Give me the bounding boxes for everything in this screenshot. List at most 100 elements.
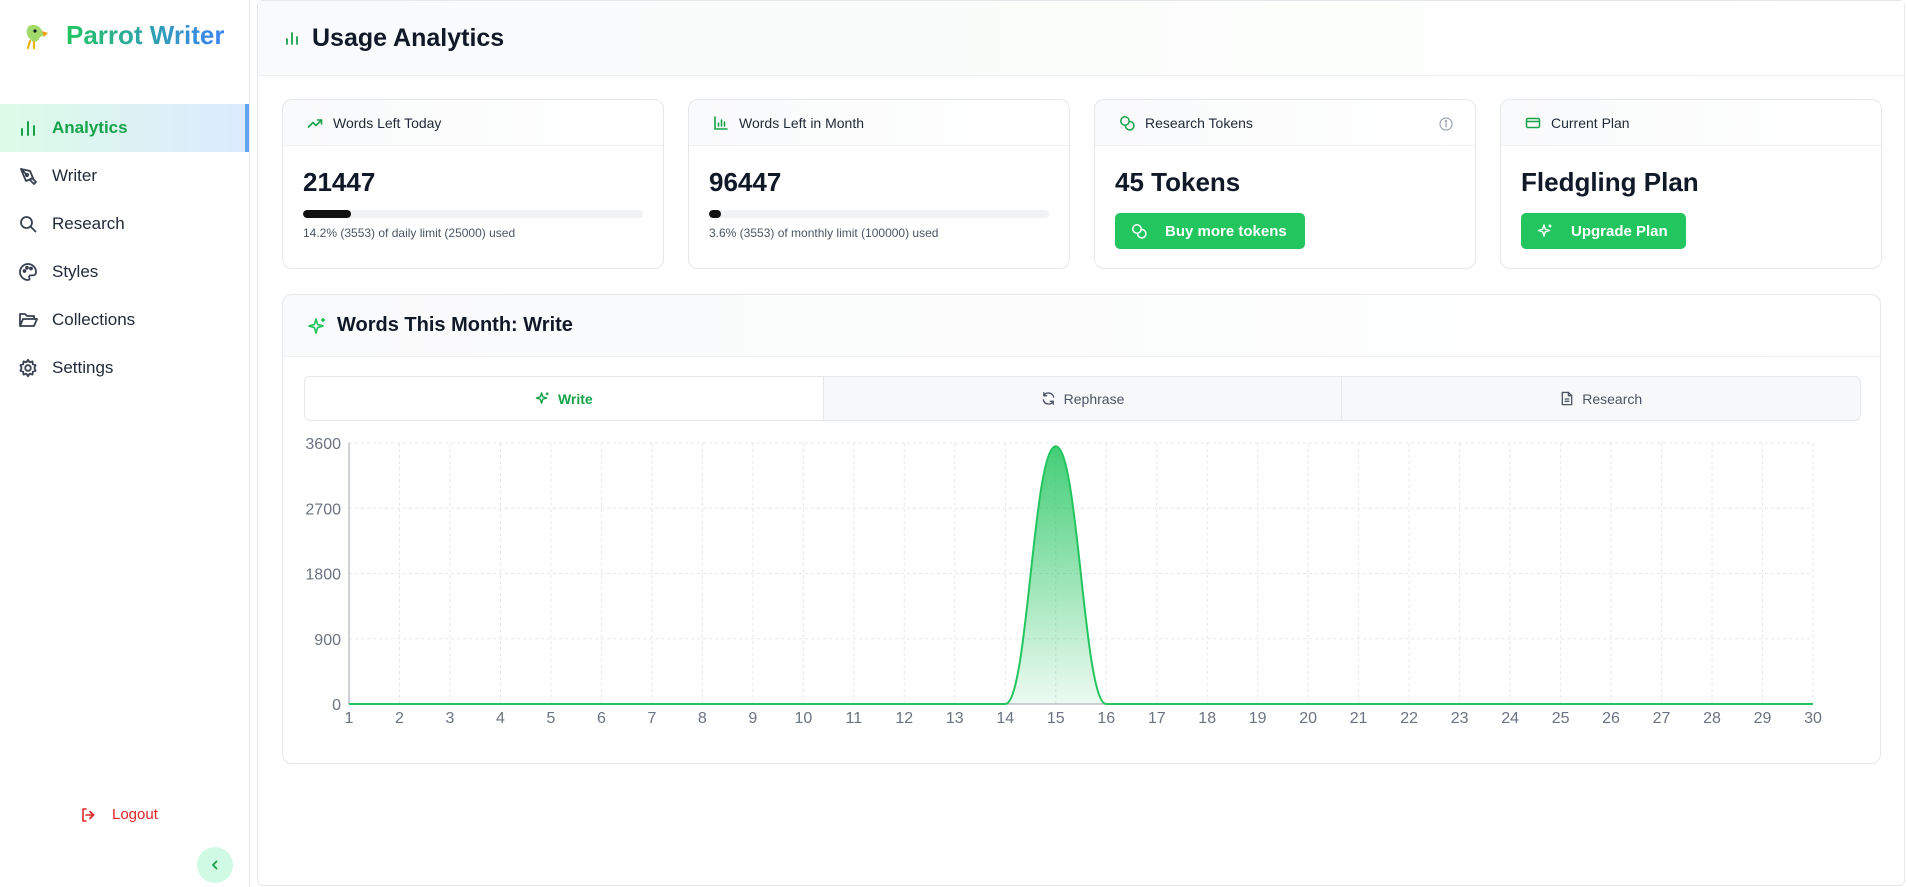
- sidebar-item-label: Writer: [52, 166, 98, 185]
- logout-icon: [82, 807, 95, 822]
- refresh-icon: [1042, 392, 1055, 405]
- sidebar-item-analytics[interactable]: Analytics: [0, 104, 249, 152]
- series-line: [349, 445, 1813, 705]
- x-tick-label: 28: [1703, 710, 1721, 727]
- upgrade-plan-button[interactable]: Upgrade Plan: [1521, 213, 1686, 249]
- card-title: Current Plan: [1551, 114, 1630, 131]
- x-tick-label: 16: [1097, 710, 1115, 727]
- x-tick-label: 7: [647, 710, 656, 727]
- x-tick-label: 11: [846, 710, 863, 727]
- monthly-usage-progress-bar: [709, 210, 1049, 218]
- credit-card-icon: [1525, 117, 1541, 128]
- usage-type-tabs: Write Rephrase Research: [304, 376, 1861, 421]
- sidebar-item-label: Research: [52, 214, 125, 233]
- card-subtitle: 14.2% (3553) of daily limit (25000) used: [303, 226, 516, 240]
- card-header: Research Tokens: [1095, 100, 1475, 146]
- x-tick-label: 2: [395, 710, 404, 727]
- coins-icon: [1120, 115, 1135, 131]
- sidebar-item-label: Collections: [52, 310, 136, 329]
- x-tick-label: 17: [1148, 710, 1166, 727]
- sidebar: Parrot Writer Analytics Writer Research …: [0, 0, 250, 887]
- chevron-left-icon: [212, 860, 218, 870]
- file-text-icon: [1561, 391, 1573, 406]
- tab-label: Rephrase: [1063, 390, 1125, 407]
- card-value: 96447: [709, 167, 782, 197]
- x-tick-label: 6: [597, 710, 606, 727]
- sidebar-item-label: Styles: [52, 262, 99, 281]
- x-tick-label: 5: [546, 710, 555, 727]
- bar-chart-icon: [714, 115, 728, 130]
- app-logo[interactable]: Parrot Writer: [22, 20, 224, 51]
- sidebar-item-research[interactable]: Research: [0, 200, 249, 248]
- progress-fill: [709, 210, 722, 218]
- card-header: Current Plan: [1501, 100, 1881, 146]
- x-tick-label: 19: [1249, 710, 1267, 727]
- x-tick-label: 27: [1653, 710, 1671, 727]
- card-value: Fledgling Plan: [1521, 167, 1699, 197]
- x-tick-label: 29: [1754, 710, 1772, 727]
- x-tick-label: 1: [345, 710, 354, 727]
- main-panel: Usage Analytics Words Left Today 21447 1…: [257, 0, 1905, 886]
- logout-button[interactable]: Logout: [80, 806, 158, 823]
- x-tick-label: 3: [446, 710, 455, 727]
- words-this-month-chart-card: Words This Month: Write Write Rephrase R…: [282, 294, 1881, 764]
- chart-title: Words This Month: Write: [337, 314, 573, 336]
- app-name: Parrot Writer: [66, 20, 225, 50]
- y-tick-label: 900: [314, 632, 341, 649]
- research-tokens-card: Research Tokens 45 Tokens Buy more token…: [1094, 99, 1476, 269]
- x-tick-label: 14: [996, 710, 1014, 727]
- coins-icon: [1132, 224, 1147, 239]
- pen-tool-icon: [20, 168, 37, 185]
- card-title: Words Left in Month: [739, 114, 865, 131]
- folder-open-icon: [19, 313, 38, 327]
- progress-fill: [303, 210, 352, 218]
- x-tick-label: 30: [1804, 710, 1822, 727]
- card-title: Research Tokens: [1145, 114, 1253, 131]
- bar-chart-icon: [286, 32, 298, 45]
- current-plan-card: Current Plan Fledgling Plan Upgrade Plan: [1500, 99, 1882, 269]
- y-tick-label: 3600: [305, 436, 341, 453]
- sparkles-icon: [535, 392, 549, 404]
- logout-label: Logout: [112, 806, 158, 823]
- words-left-month-card: Words Left in Month 96447 3.6% (3553) of…: [688, 99, 1070, 269]
- tab-write[interactable]: Write: [305, 377, 824, 420]
- x-tick-label: 25: [1552, 710, 1570, 727]
- x-tick-label: 18: [1198, 710, 1216, 727]
- sparkles-icon: [308, 317, 325, 334]
- parrot-logo-icon: [26, 24, 48, 49]
- chart-header: Words This Month: Write: [283, 295, 1880, 357]
- x-tick-label: 24: [1501, 710, 1519, 727]
- sidebar-item-settings[interactable]: Settings: [0, 344, 249, 392]
- x-tick-label: 23: [1451, 710, 1469, 727]
- card-subtitle: 3.6% (3553) of monthly limit (100000) us…: [709, 226, 939, 240]
- card-title: Words Left Today: [333, 114, 442, 131]
- trending-up-icon: [307, 118, 323, 128]
- x-tick-label: 20: [1299, 710, 1317, 727]
- x-tick-label: 10: [794, 710, 812, 727]
- sidebar-item-label: Settings: [52, 358, 114, 377]
- sidebar-nav: Analytics Writer Research Styles Collect…: [0, 104, 249, 392]
- tab-label: Write: [557, 390, 593, 407]
- y-tick-label: 2700: [305, 501, 341, 518]
- sidebar-item-writer[interactable]: Writer: [0, 152, 249, 200]
- sidebar-item-collections[interactable]: Collections: [0, 296, 249, 344]
- info-icon[interactable]: [1439, 117, 1453, 131]
- card-value: 21447: [303, 167, 376, 197]
- sidebar-item-styles[interactable]: Styles: [0, 248, 249, 296]
- bar-chart-icon: [21, 121, 35, 136]
- collapse-sidebar-button[interactable]: [197, 847, 233, 883]
- x-tick-label: 21: [1350, 710, 1368, 727]
- gear-icon: [19, 358, 37, 378]
- buy-tokens-button[interactable]: Buy more tokens: [1115, 213, 1305, 249]
- y-tick-label: 0: [332, 697, 341, 714]
- button-label: Buy more tokens: [1165, 222, 1287, 240]
- palette-icon: [19, 263, 37, 281]
- card-value: 45 Tokens: [1115, 167, 1241, 197]
- tab-research[interactable]: Research: [1342, 377, 1860, 420]
- tab-rephrase[interactable]: Rephrase: [824, 377, 1343, 420]
- x-tick-label: 12: [895, 710, 913, 727]
- search-icon: [20, 216, 37, 233]
- words-left-today-card: Words Left Today 21447 14.2% (3553) of d…: [282, 99, 664, 269]
- x-tick-label: 15: [1047, 710, 1065, 727]
